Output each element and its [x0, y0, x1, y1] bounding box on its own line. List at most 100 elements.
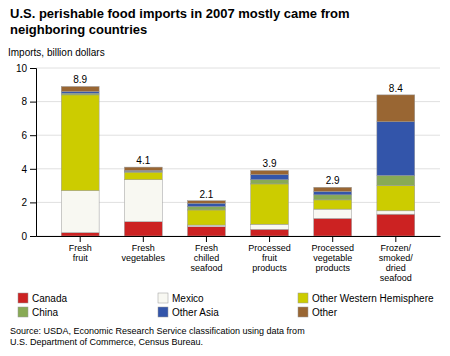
legend-swatch [158, 293, 168, 303]
legend-swatch [18, 307, 28, 317]
grid-line [36, 68, 440, 69]
bar-segment [251, 170, 289, 174]
y-tick: 6 [21, 130, 36, 141]
title: U.S. perishable food imports in 2007 mos… [10, 6, 350, 37]
bar-segment [314, 195, 352, 200]
legend-label: China [32, 307, 59, 318]
x-axis-line [37, 236, 441, 237]
legend-item: Canada [18, 293, 67, 304]
x-tick-mark [269, 236, 270, 242]
bar-segment [377, 214, 415, 236]
legend-item: Other Asia [158, 307, 219, 318]
x-tick-label-line: fruit [262, 253, 278, 263]
x-tick-label-line: smoked/ [379, 253, 414, 263]
bar-segment [251, 175, 289, 180]
y-tick: 8 [21, 96, 36, 107]
bar-segment [377, 95, 415, 122]
x-tick: Processedfruitproducts [248, 236, 291, 273]
bar-segment [61, 92, 99, 94]
x-tick: Freshchilledseafood [190, 236, 222, 273]
bar-segment [377, 186, 415, 211]
legend-label: Other Western Hemisphere [312, 293, 434, 304]
x-tick-mark [395, 236, 396, 242]
total-label: 4.1 [136, 155, 150, 166]
source-line: Source: USDA, Economic Research Service … [10, 326, 305, 336]
x-tick-label-line: dried [386, 263, 406, 273]
title-line: U.S. perishable food imports in 2007 mos… [10, 6, 350, 21]
y-tick-mark [30, 102, 36, 103]
x-tick-mark [332, 236, 333, 242]
legend-label: Other Asia [172, 307, 219, 318]
legend-swatch [298, 293, 308, 303]
x-tick-label-line: Fresh [69, 243, 92, 253]
legend-label: Canada [32, 293, 67, 304]
chart-svg: U.S. perishable food imports in 2007 mos… [0, 0, 450, 356]
bar-segment [314, 200, 352, 209]
y-tick: 2 [21, 197, 36, 208]
bar-segment [377, 122, 415, 176]
y-tick-mark [30, 169, 36, 170]
x-tick-label-line: vegetables [122, 253, 166, 263]
bar-segment [314, 209, 352, 218]
bar-segment [61, 86, 99, 91]
x-axis: FreshfruitFreshvegetablesFreshchilledsea… [37, 236, 441, 283]
bar-segment [314, 218, 352, 236]
x-tick-label-line: products [315, 263, 350, 273]
total-label: 8.9 [73, 74, 87, 85]
y-tick: 0 [21, 231, 36, 242]
series-bars [61, 93, 415, 210]
legend-item: Mexico [158, 293, 204, 304]
series-bars [61, 180, 415, 233]
x-tick-label-line: seafood [380, 273, 412, 283]
source-line: U.S. Department of Commerce, Census Bure… [10, 337, 203, 347]
x-tick-label: Freshvegetables [122, 243, 166, 263]
total-label: 3.9 [263, 158, 277, 169]
bar-segment [314, 191, 352, 194]
bar-segment [251, 184, 289, 224]
source: Source: USDA, Economic Research Service … [10, 326, 305, 347]
title-line: neighboring countries [10, 22, 147, 37]
x-tick-mark [80, 236, 81, 242]
bar-segment [61, 93, 99, 95]
bar-segment [188, 225, 226, 227]
x-tick: Freshvegetables [122, 236, 166, 263]
bar-segment [377, 211, 415, 214]
bar-segment [188, 203, 226, 206]
total-label: 2.1 [199, 189, 213, 200]
bar-segment [124, 222, 162, 236]
x-tick-label: Freshchilledseafood [190, 243, 222, 273]
bar-segment [188, 210, 226, 225]
x-tick-label: Frozen/smoked/driedseafood [379, 243, 414, 283]
legend-swatch [298, 307, 308, 317]
bar-segment [61, 95, 99, 191]
bar-segment [124, 171, 162, 173]
x-tick-label-line: chilled [194, 253, 220, 263]
x-tick-label-line: Fresh [195, 243, 218, 253]
x-tick-label-line: Frozen/ [381, 243, 412, 253]
y-tick-label: 2 [21, 197, 27, 208]
x-tick-label: Processedfruitproducts [248, 243, 291, 273]
y-tick-mark [30, 236, 36, 237]
y-tick-label: 10 [16, 63, 28, 74]
totals: 8.94.12.13.92.98.4 [73, 74, 403, 199]
bars [61, 86, 415, 236]
y-tick: 4 [21, 164, 36, 175]
bar-segment [188, 207, 226, 210]
total-label: 2.9 [326, 175, 340, 186]
x-tick-label-line: Fresh [132, 243, 155, 253]
y-tick-label: 4 [21, 164, 27, 175]
bar-segment [314, 187, 352, 191]
legend: Canada Mexico Other Western Hemisphere Chin… [18, 293, 434, 318]
legend-swatch [18, 293, 28, 303]
y-tick-label: 8 [21, 96, 27, 107]
legend-item: Other [298, 307, 338, 318]
y-tick-label: 0 [21, 231, 27, 242]
bar-segment [377, 176, 415, 186]
bar-segment [251, 229, 289, 236]
chart-container: U.S. perishable food imports in 2007 mos… [0, 0, 450, 356]
x-tick-label-line: fruit [73, 253, 89, 263]
x-tick-label-line: vegetable [313, 253, 352, 263]
legend-label: Other [312, 307, 338, 318]
bar-segment [124, 172, 162, 180]
x-tick-label: Processedvegetableproducts [311, 243, 354, 273]
